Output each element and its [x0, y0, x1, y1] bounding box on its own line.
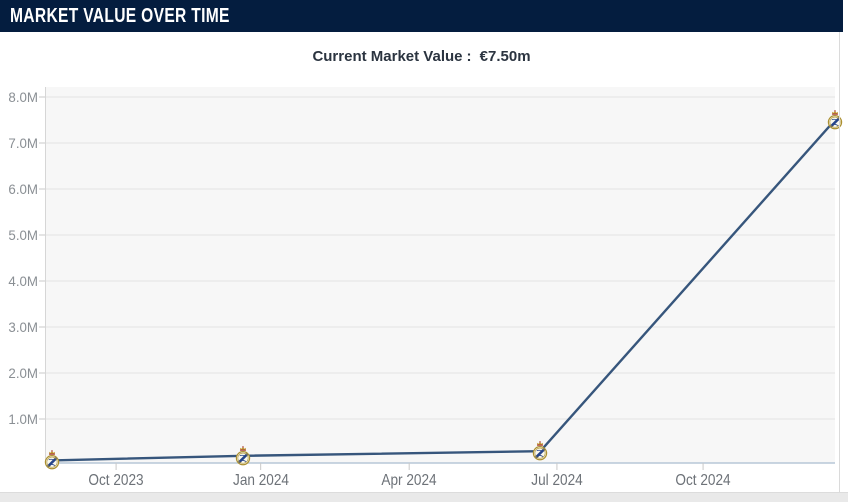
x-axis-label: Apr 2024	[381, 472, 437, 489]
current-market-value: Current Market Value: €7.50m	[0, 46, 843, 68]
y-axis-label: 1.0M	[8, 411, 38, 427]
y-axis-label: 6.0M	[8, 181, 38, 197]
page-right-border	[839, 32, 840, 492]
x-axis-label: Jul 2024	[531, 472, 583, 489]
y-axis-label: 4.0M	[8, 273, 38, 289]
y-axis-label: 7.0M	[8, 135, 38, 151]
x-axis-label: Oct 2023	[88, 472, 144, 489]
section-title: MARKET VALUE OVER TIME	[10, 4, 230, 27]
data-point-marker[interactable]	[827, 110, 843, 130]
y-axis-label: 3.0M	[8, 319, 38, 335]
plot-area	[45, 87, 835, 463]
footer-strip	[0, 492, 848, 502]
data-point-marker[interactable]	[235, 445, 251, 466]
x-axis-label: Oct 2024	[675, 472, 731, 489]
y-axis-label: 5.0M	[8, 227, 38, 243]
current-market-value-amount: €7.50m	[479, 48, 531, 65]
current-market-value-separator: :	[466, 48, 472, 65]
section-header-bar: MARKET VALUE OVER TIME	[0, 0, 843, 32]
market-value-line	[52, 119, 836, 462]
data-point-marker[interactable]	[532, 441, 548, 461]
y-axis-label: 8.0M	[8, 89, 38, 105]
x-axis-label: Jan 2024	[232, 472, 289, 489]
data-point-marker[interactable]	[44, 450, 60, 470]
current-market-value-label: Current Market Value	[312, 48, 463, 65]
y-axis-label: 2.0M	[8, 365, 38, 381]
